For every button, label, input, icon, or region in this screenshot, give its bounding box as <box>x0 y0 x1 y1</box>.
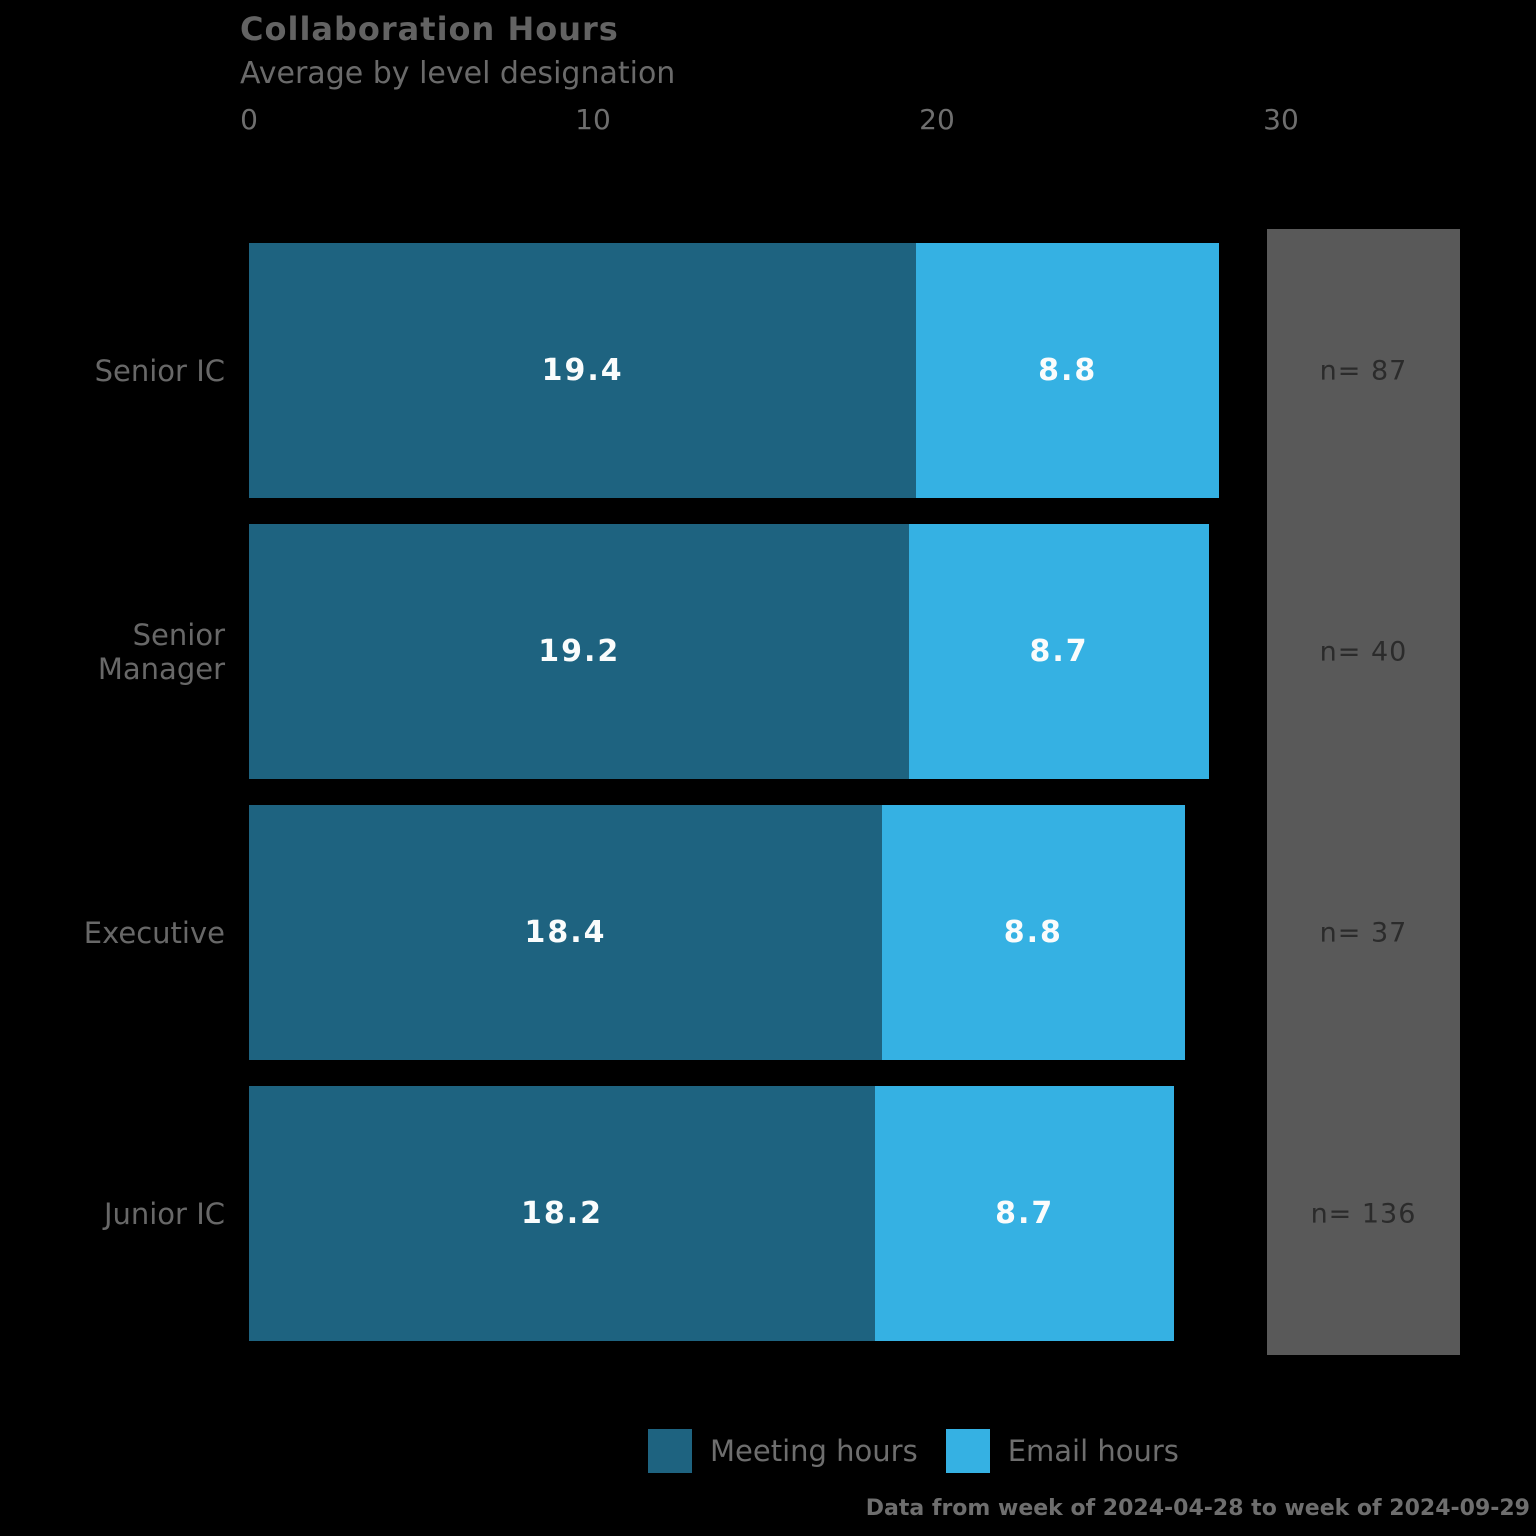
bar-segment-email-hours: 8.8 <box>881 805 1185 1060</box>
legend-swatch-meeting-hours <box>648 1429 692 1473</box>
bar-segment-meeting-hours: 19.2 <box>249 524 910 779</box>
bar-value-label: 8.8 <box>1038 353 1098 388</box>
legend-label: Meeting hours <box>710 1434 918 1468</box>
category-label: Senior Manager <box>97 617 225 686</box>
x-tick-label: 10 <box>575 103 611 136</box>
bar-value-label: 8.7 <box>1029 634 1089 669</box>
bar-row: Executive 18.4 8.8 <box>0 805 1536 1060</box>
legend-swatch-email-hours <box>945 1429 990 1473</box>
x-tick-label: 20 <box>919 103 955 136</box>
sample-size-label: n= 37 <box>1319 917 1408 948</box>
category-label: Executive <box>83 915 225 950</box>
bar-value-label: 19.4 <box>541 353 624 388</box>
chart-subtitle: Average by level designation <box>240 56 676 91</box>
bar-row: Senior IC 19.4 8.8 <box>0 243 1536 498</box>
bar-segment-email-hours: 8.8 <box>916 243 1220 498</box>
footer-note: Data from week of 2024-04-28 to week of … <box>865 1496 1530 1521</box>
sample-size-label: n= 136 <box>1310 1198 1417 1229</box>
bar-value-label: 19.2 <box>538 634 621 669</box>
bar-segment-meeting-hours: 18.4 <box>249 805 882 1060</box>
bar-segment-meeting-hours: 19.4 <box>249 243 917 498</box>
sample-size-panel: n= 87 n= 40 n= 37 n= 136 <box>1267 229 1460 1355</box>
bar-segment-email-hours: 8.7 <box>909 524 1209 779</box>
chart-title: Collaboration Hours <box>240 10 619 48</box>
category-label: Senior IC <box>94 353 225 388</box>
legend: Meeting hours Email hours <box>648 1429 1207 1473</box>
category-label: Junior IC <box>103 1196 225 1231</box>
sample-size-label: n= 87 <box>1319 355 1408 386</box>
bar-value-label: 18.4 <box>524 915 607 950</box>
sample-size-label: n= 40 <box>1319 636 1408 667</box>
bar-value-label: 8.8 <box>1003 915 1063 950</box>
x-tick-label: 30 <box>1263 103 1299 136</box>
bar-segment-email-hours: 8.7 <box>875 1086 1175 1341</box>
legend-label: Email hours <box>1007 1434 1179 1468</box>
bar-row: Senior Manager 19.2 8.7 <box>0 524 1536 779</box>
bar-row: Junior IC 18.2 8.7 <box>0 1086 1536 1341</box>
x-tick-label: 0 <box>240 103 258 136</box>
bar-value-label: 8.7 <box>995 1196 1055 1231</box>
bar-value-label: 18.2 <box>521 1196 604 1231</box>
bar-segment-meeting-hours: 18.2 <box>249 1086 876 1341</box>
